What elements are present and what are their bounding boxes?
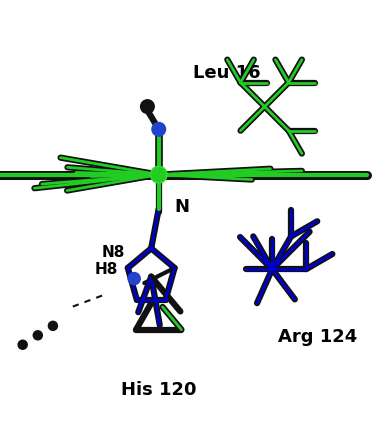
Circle shape [152, 168, 166, 181]
Circle shape [141, 100, 154, 114]
Text: Leu 16: Leu 16 [193, 63, 260, 81]
Text: Arg 124: Arg 124 [278, 328, 357, 346]
Circle shape [150, 166, 167, 183]
Text: N8: N8 [102, 245, 125, 260]
Circle shape [18, 340, 27, 349]
Text: His 120: His 120 [121, 381, 197, 399]
Circle shape [48, 321, 57, 330]
Circle shape [128, 272, 140, 285]
Circle shape [33, 331, 42, 340]
Circle shape [152, 122, 166, 136]
Text: N: N [174, 198, 189, 216]
Text: H8: H8 [94, 262, 118, 277]
